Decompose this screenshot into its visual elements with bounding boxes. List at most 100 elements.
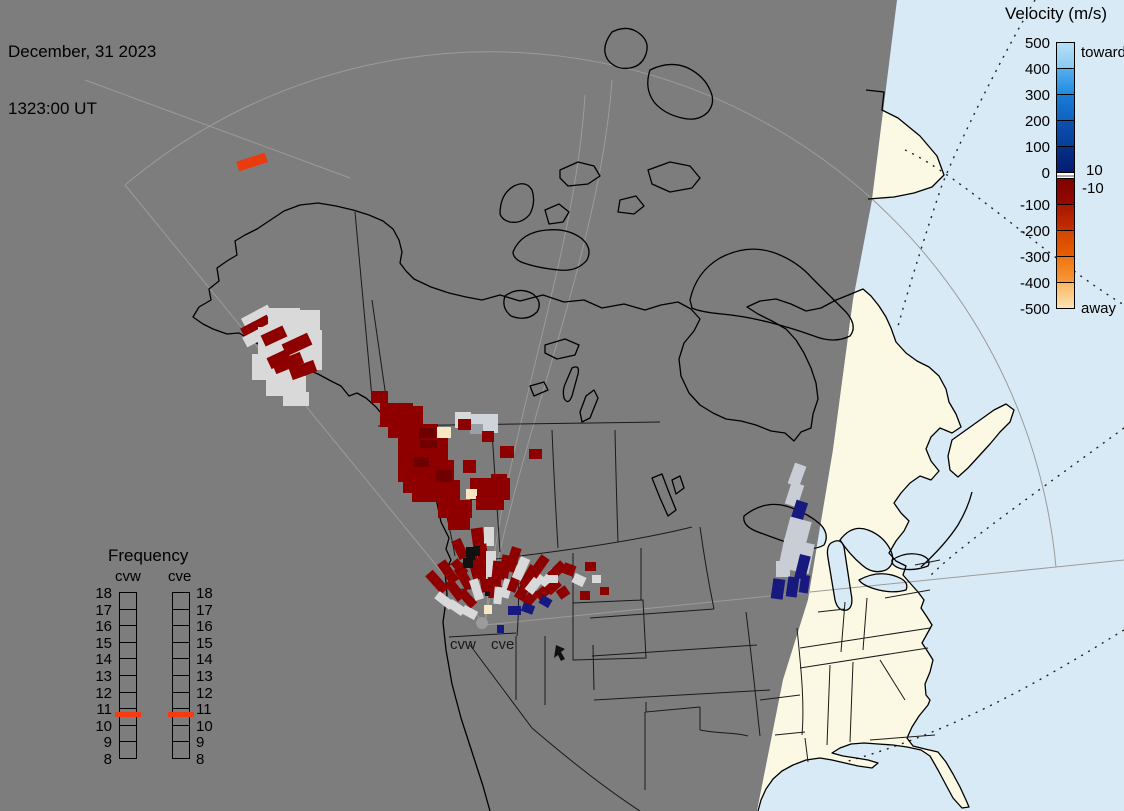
radar-echo-cell xyxy=(463,460,476,473)
radar-echo-cell xyxy=(486,551,496,579)
colorbar-segment xyxy=(1056,94,1075,121)
political-borders xyxy=(354,211,941,811)
radar-echo-cell xyxy=(504,546,522,573)
frequency-tick-right: 14 xyxy=(196,651,213,669)
radar-echo-cell xyxy=(529,449,542,459)
colorbar-away-label: away xyxy=(1081,300,1117,317)
radar-echo-cell xyxy=(493,586,503,605)
frequency-cell xyxy=(119,675,137,693)
frequency-tick-right: 8 xyxy=(196,751,205,768)
colorbar-tick-label: -300 xyxy=(1019,249,1050,266)
radar-echo-cell xyxy=(414,457,429,467)
frequency-tick-right: 12 xyxy=(196,684,213,702)
colorbar-segment xyxy=(1056,120,1075,147)
radar-echo-cell xyxy=(592,575,601,583)
radar-echo-cell xyxy=(484,527,494,546)
map-label-cvw: cvw xyxy=(450,636,476,653)
frequency-cell xyxy=(119,592,137,610)
radar-echo-cell xyxy=(511,555,531,582)
colorbar-tick-label: -100 xyxy=(1019,197,1050,214)
frequency-cell xyxy=(172,658,190,676)
radar-echo-cell xyxy=(784,516,812,546)
radar-echo-cell xyxy=(470,527,486,549)
frequency-radar-cve-label: cve xyxy=(168,568,192,585)
radar-echo-cell xyxy=(497,625,504,633)
radar-echo-cell xyxy=(236,152,268,172)
frequency-tick-left: 11 xyxy=(96,701,112,719)
frequency-cell xyxy=(119,658,137,676)
frequency-tick-left: 13 xyxy=(95,668,112,685)
radar-echo-cell xyxy=(260,325,288,347)
radar-echo-cell xyxy=(491,474,507,486)
radar-echo-cell xyxy=(283,392,309,406)
radar-echo-cell xyxy=(466,489,477,499)
radar-echo-cell xyxy=(466,547,475,560)
radar-echo-cell xyxy=(296,310,320,330)
radar-echo-cell xyxy=(438,500,472,518)
radar-echo-cell xyxy=(412,480,460,502)
radar-echo-cell xyxy=(482,431,494,442)
radar-echo-cell xyxy=(500,446,514,458)
frequency-cell xyxy=(172,608,190,627)
day-graticule-dashed xyxy=(844,0,1124,763)
radar-echo-cell xyxy=(561,562,577,577)
radar-echo-cell xyxy=(508,606,521,615)
radar-echo-cell xyxy=(600,587,609,595)
radar-echo-cell xyxy=(468,578,485,601)
colorbar-tick-label: -500 xyxy=(1019,301,1050,318)
frequency-tick-right: 10 xyxy=(196,717,213,735)
frequency-legend-title: Frequency xyxy=(108,546,189,565)
frequency-tick-right: 11 xyxy=(196,701,212,719)
radar-echo-cell xyxy=(266,376,306,396)
radar-echo-cell xyxy=(524,572,546,595)
frequency-tick-left: 14 xyxy=(95,651,112,669)
radar-echo-cell xyxy=(798,574,811,594)
frequency-tick-left: 15 xyxy=(95,634,112,652)
frequency-tick-right: 17 xyxy=(196,601,213,619)
frequency-cell xyxy=(172,592,190,610)
colorbar-tick-label: -200 xyxy=(1019,223,1050,240)
frequency-cell xyxy=(119,691,137,710)
colorbar-segment xyxy=(1056,178,1075,205)
colorbar-segment xyxy=(1056,256,1075,283)
radar-echo-cell xyxy=(406,406,423,426)
radar-echo-cell xyxy=(580,591,590,600)
radar-echo-cell xyxy=(784,481,805,508)
radar-echo-cell xyxy=(420,440,437,448)
frequency-tick-left: 18 xyxy=(95,585,112,602)
frequency-marker xyxy=(115,711,141,717)
radar-echo-cell xyxy=(787,462,807,488)
frequency-cell xyxy=(119,625,137,643)
radar-echo-cell xyxy=(436,470,452,482)
radar-echo-cell xyxy=(460,605,479,620)
radar-echo-cell xyxy=(437,427,451,438)
colorbar-segment xyxy=(1056,282,1075,309)
radar-echo-cell xyxy=(458,419,471,430)
radar-echo-cell xyxy=(474,546,480,556)
radar-echo-cell xyxy=(484,605,492,614)
radar-echo-cell xyxy=(794,554,811,580)
frequency-cell xyxy=(172,724,190,743)
frequency-tick-left: 10 xyxy=(95,717,112,735)
frequency-tick-right: 18 xyxy=(196,585,213,602)
radar-echo-cell xyxy=(476,496,504,510)
colorbar-minus10-label: -10 xyxy=(1082,180,1104,197)
colorbar-segment xyxy=(1056,42,1075,69)
colorbar-segment xyxy=(1056,230,1075,257)
radar-echo-cell xyxy=(425,569,449,595)
radar-echo-cell xyxy=(288,359,318,381)
radar-echo-cell xyxy=(485,591,490,596)
frequency-tick-right: 13 xyxy=(196,668,213,685)
colorbar-tick-label: 200 xyxy=(1024,113,1050,130)
colorbar-segment xyxy=(1056,68,1075,95)
colorbar-tick-label: 300 xyxy=(1024,87,1050,104)
frequency-radar-cvw-label: cvw xyxy=(115,568,141,585)
radar-echo-cell xyxy=(271,351,305,375)
frequency-cell xyxy=(172,741,190,759)
frequency-tick-right: 15 xyxy=(196,634,213,652)
colorbar-tick-label: 400 xyxy=(1024,61,1050,78)
radar-echo-cell xyxy=(457,588,478,609)
frequency-tick-left: 17 xyxy=(95,601,112,619)
radar-echo-cell xyxy=(538,594,553,609)
